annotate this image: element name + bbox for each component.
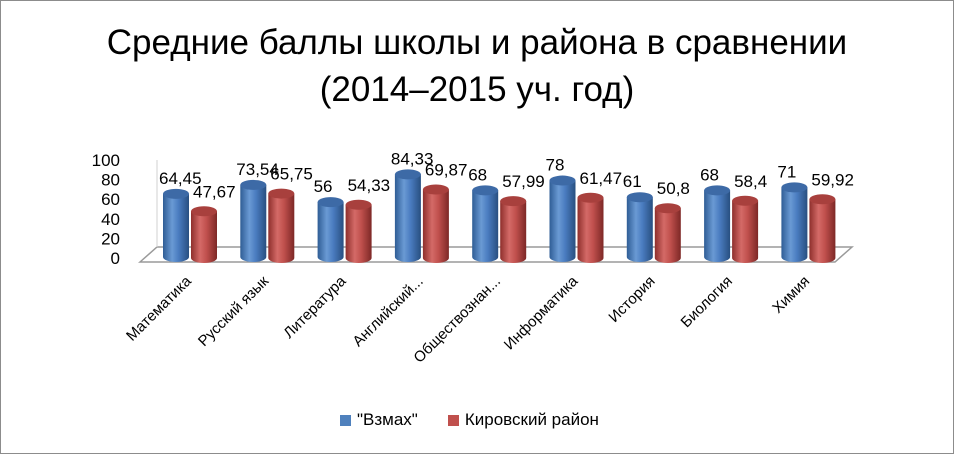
svg-text:100: 100 <box>92 151 120 170</box>
data-label: 78 <box>546 156 565 175</box>
svg-text:40: 40 <box>101 210 120 229</box>
bar-school-7[interactable] <box>704 185 731 262</box>
svg-text:60: 60 <box>101 190 120 209</box>
bar-district-1[interactable] <box>268 188 295 263</box>
legend-swatch-red <box>447 414 459 426</box>
category-label: Английский... <box>349 273 426 350</box>
bar-district-7[interactable] <box>732 195 759 263</box>
bar-school-8[interactable] <box>781 182 808 262</box>
bar-school-2[interactable] <box>317 197 344 262</box>
legend-item-school[interactable]: "Взмах" <box>340 410 418 430</box>
bar-district-6[interactable] <box>654 203 681 263</box>
data-label: 61 <box>623 172 642 191</box>
legend-label-district: Кировский район <box>464 410 599 429</box>
chart-title-line-1: Средние баллы школы и района в сравнении <box>106 23 848 62</box>
category-label: Русский язык <box>195 273 273 351</box>
data-label: 69,87 <box>425 161 468 180</box>
category-label: История <box>605 273 658 326</box>
chart-title-line-2: (2014–2015 уч. год) <box>319 70 635 109</box>
data-label: 56 <box>314 177 333 196</box>
category-label: Математика <box>123 272 195 344</box>
category-label: Информатика <box>501 272 582 353</box>
legend-item-district[interactable]: Кировский район <box>447 410 599 430</box>
data-label: 54,33 <box>348 176 391 195</box>
data-label: 61,47 <box>580 169 623 188</box>
svg-text:80: 80 <box>101 171 120 190</box>
data-label: 47,67 <box>193 182 236 201</box>
data-label: 50,8 <box>657 179 690 198</box>
bar-school-6[interactable] <box>626 192 653 262</box>
data-label: 68 <box>468 165 487 184</box>
bar-district-3[interactable] <box>422 184 449 263</box>
data-label: 73,54 <box>236 160 279 179</box>
svg-text:20: 20 <box>101 229 120 248</box>
data-label: 84,33 <box>391 149 434 168</box>
data-label: 68 <box>700 165 719 184</box>
category-labels: Математика Русский язык Литература Английск… <box>123 272 813 366</box>
svg-text:0: 0 <box>111 249 120 268</box>
bar-school-3[interactable] <box>394 169 421 262</box>
category-label: Литература <box>280 272 350 342</box>
data-label: 64,45 <box>159 169 202 188</box>
legend: "Взмах" Кировский район <box>340 410 629 430</box>
category-label: Биология <box>678 273 736 331</box>
bar-district-0[interactable] <box>191 206 217 263</box>
bar-school-4[interactable] <box>472 185 499 262</box>
bar-school-0[interactable] <box>163 188 189 262</box>
bar-district-5[interactable] <box>577 192 604 263</box>
legend-swatch-blue <box>340 414 351 426</box>
bar-school-1[interactable] <box>240 179 267 262</box>
data-label: 71 <box>777 162 796 181</box>
bar-district-4[interactable] <box>500 196 527 263</box>
bars <box>163 169 836 263</box>
data-label: 57,99 <box>502 172 545 191</box>
bar-school-5[interactable] <box>549 175 576 262</box>
bar-district-8[interactable] <box>809 194 836 263</box>
data-label: 59,92 <box>811 170 854 189</box>
legend-label-school: "Взмах" <box>357 410 418 429</box>
data-label: 58,4 <box>734 172 767 191</box>
bar-district-2[interactable] <box>345 199 372 263</box>
category-label: Химия <box>769 273 813 317</box>
data-label: 65,75 <box>270 165 313 184</box>
